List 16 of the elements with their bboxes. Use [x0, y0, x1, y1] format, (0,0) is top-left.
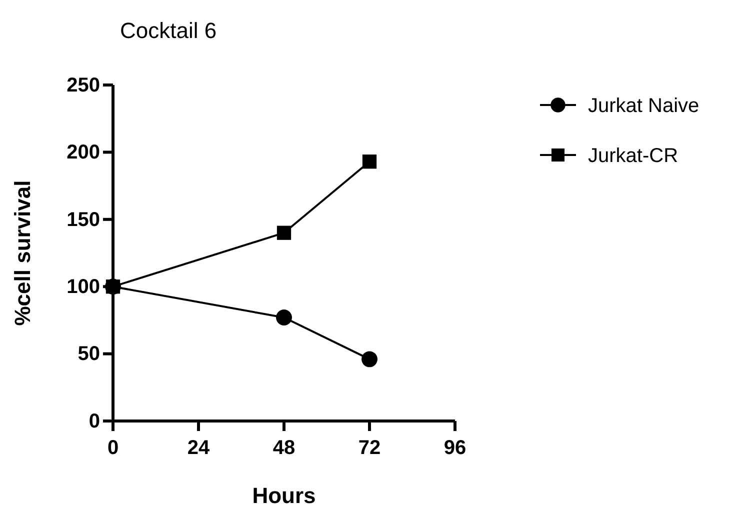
legend-label: Jurkat-CR: [588, 145, 678, 167]
x-tick-label: 0: [107, 437, 119, 459]
x-tick-label: 24: [187, 437, 210, 459]
y-tick-label: 250: [66, 74, 100, 96]
x-tick-label: 96: [444, 437, 466, 459]
y-tick-label: 200: [66, 142, 100, 164]
x-axis-title: Hours: [252, 483, 316, 508]
legend-label: Jurkat Naive: [588, 95, 700, 117]
y-tick-label: 0: [88, 410, 100, 432]
y-tick-label: 50: [78, 343, 100, 366]
y-axis-title: %cell survival: [10, 180, 35, 326]
x-tick-label: 72: [358, 437, 381, 459]
y-tick-label: 150: [66, 208, 100, 231]
chart-title: Cocktail 6: [120, 18, 217, 43]
x-tick-label: 48: [272, 437, 296, 459]
y-tick-label: 100: [66, 276, 100, 298]
